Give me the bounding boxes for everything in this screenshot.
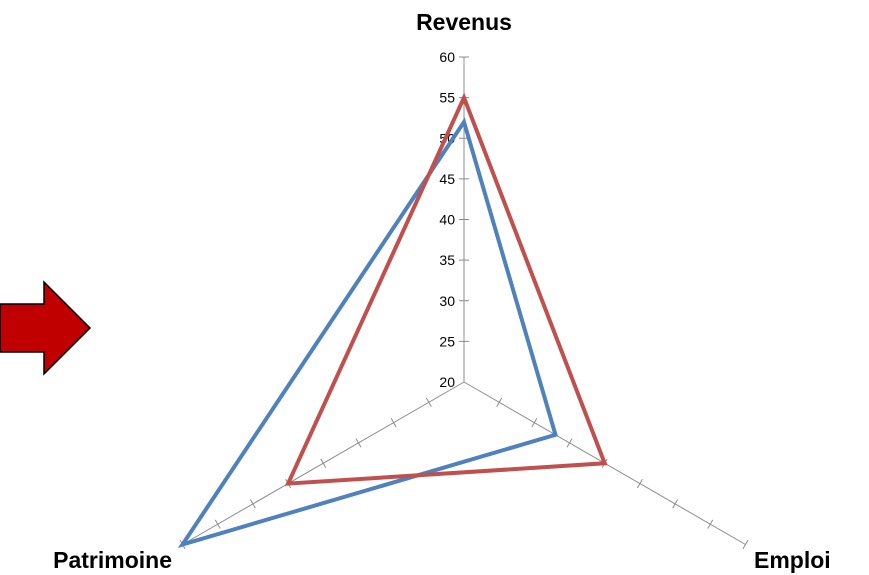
tick-label-60: 60: [439, 49, 455, 65]
axis-title-revenus: Revenus: [416, 9, 512, 35]
tick-label-20: 20: [439, 374, 455, 390]
tick-mark: [636, 478, 643, 489]
series-2-polygon: [284, 92, 608, 486]
axis-title-patrimoine: Patrimoine: [53, 547, 172, 573]
tick-mark: [496, 397, 503, 407]
tick-label-40: 40: [439, 212, 455, 228]
tick-mark: [566, 438, 573, 448]
tick-mark: [531, 418, 538, 428]
tick-label-45: 45: [439, 171, 455, 187]
tick-label-35: 35: [439, 252, 455, 268]
tick-mark: [672, 499, 679, 509]
tick-mark: [707, 519, 714, 529]
axis-title-emploi: Emploi: [754, 547, 831, 573]
tick-label-55: 55: [439, 90, 455, 106]
tick-mark: [742, 539, 749, 550]
tick-mark: [355, 438, 362, 448]
tick-mark: [214, 519, 221, 529]
tick-mark: [425, 397, 432, 407]
right-arrow-icon: [0, 280, 92, 376]
tick-mark: [249, 499, 256, 509]
series-1-polygon: [177, 117, 558, 548]
radar-labels: Revenus Emploi Patrimoine: [53, 9, 831, 573]
tick-label-25: 25: [439, 333, 455, 349]
tick-label-30: 30: [439, 293, 455, 309]
tick-mark: [320, 458, 327, 468]
radar-series: [177, 92, 608, 548]
tick-mark: [390, 418, 397, 428]
